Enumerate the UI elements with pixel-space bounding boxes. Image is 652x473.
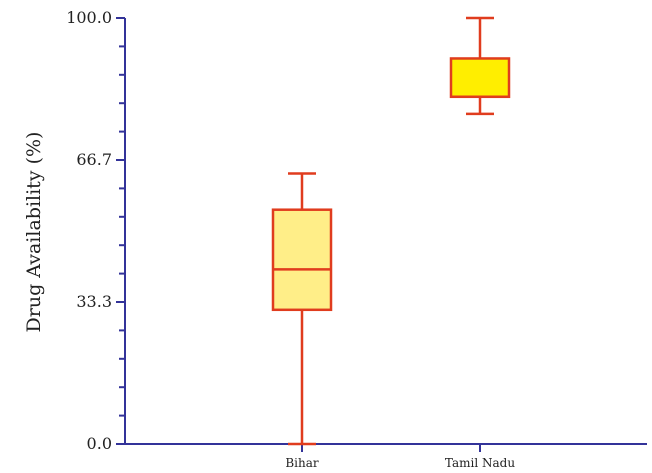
y-tick-label: 33.3 [76,292,112,311]
y-axis-label: Drug Availability (%) [23,132,45,333]
y-tick-label: 100.0 [66,8,112,27]
x-axis: Bihar Tamil Nadu [125,443,647,470]
y-tick-label: 0.0 [87,434,112,453]
box-tamil-nadu [449,16,511,116]
x-tick-label: Bihar [285,456,319,470]
y-tick-label: 66.7 [76,150,112,169]
box-bihar [271,172,333,446]
x-tick-label: Tamil Nadu [445,456,515,470]
box-series [271,16,511,446]
iqr-box [449,57,511,99]
y-axis: 0.0 33.3 66.7 100.0 [66,8,126,453]
iqr-box [271,208,333,312]
